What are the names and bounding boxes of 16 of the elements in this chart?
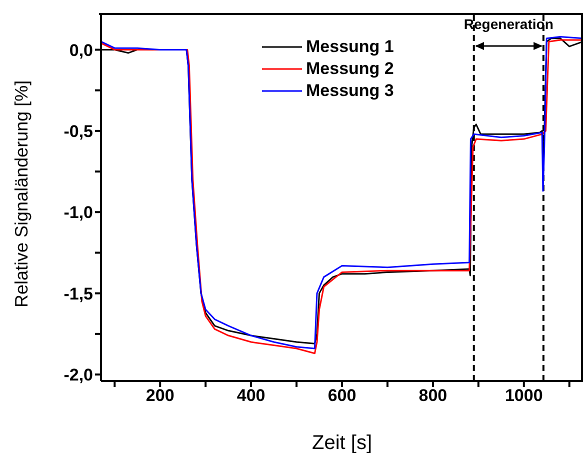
- y-tick-label: -2,0: [64, 366, 93, 385]
- annotation: Regeneration: [462, 16, 554, 32]
- legend-label: Messung 3: [306, 80, 394, 102]
- x-tick-label: 400: [236, 386, 266, 406]
- legend-label: Messung 2: [306, 58, 394, 80]
- y-tick-label: -1,5: [64, 284, 93, 304]
- y-tick-label: -0,5: [64, 122, 93, 141]
- x-tick-label: 1000: [504, 386, 543, 406]
- x-tick-label: 600: [328, 386, 356, 406]
- legend-label: Messung 1: [306, 36, 394, 58]
- x-tick-label: 200: [146, 386, 174, 406]
- x-tick-label: 800: [418, 386, 448, 406]
- y-axis-title: Relative Signaländerung [%]: [11, 80, 32, 308]
- x-axis-title: Zeit [s]: [312, 432, 372, 453]
- y-tick-label: 0,0: [69, 40, 93, 60]
- y-tick-label: -1,0: [64, 203, 93, 222]
